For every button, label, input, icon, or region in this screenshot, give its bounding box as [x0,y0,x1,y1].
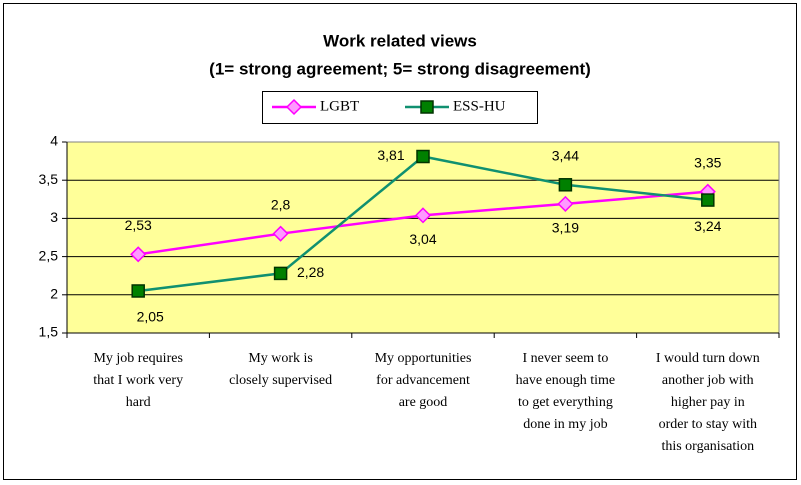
data-label: 2,53 [125,217,152,233]
legend-marker [420,100,434,114]
y-tick-label: 4 [50,133,58,149]
data-label: 3,04 [409,231,436,247]
data-label: 3,44 [552,147,579,163]
marker [273,266,288,281]
legend-label: ESS-HU [453,98,506,114]
legend-marker [285,98,303,116]
chart-subtitle: (1= strong agreement; 5= strong disagree… [209,59,591,78]
x-tick-label: I never seem to have enough time to get ev… [516,351,616,432]
chart-title: Work related views [323,31,477,50]
plot-area [67,142,779,333]
marker [131,284,145,298]
marker [701,193,715,207]
marker [272,225,289,242]
y-tick-label: 1,5 [39,324,59,340]
data-label: 3,81 [377,147,404,163]
x-tick-label: I would turn down another job with higher … [656,351,760,454]
data-label: 2,28 [297,264,324,280]
marker [416,149,430,164]
y-tick-label: 3,5 [39,171,59,187]
marker [414,207,432,224]
data-label: 3,35 [694,154,721,170]
marker [558,178,573,192]
y-tick-label: 2 [50,286,58,302]
data-label: 2,8 [271,196,291,212]
data-label: 3,19 [552,220,579,236]
marker [130,246,147,263]
data-label: 3,24 [694,218,721,234]
x-tick-label: My job requires that I work very hard [93,351,183,410]
y-tick-label: 2,5 [39,247,59,263]
legend-label: LGBT [320,98,359,114]
marker [557,195,574,212]
x-tick-label: My opportunities for advancement are good [375,351,472,410]
x-tick-label: My work is closely supervised [229,351,332,388]
data-label: 2,05 [137,309,164,325]
y-tick-label: 3 [50,209,58,225]
